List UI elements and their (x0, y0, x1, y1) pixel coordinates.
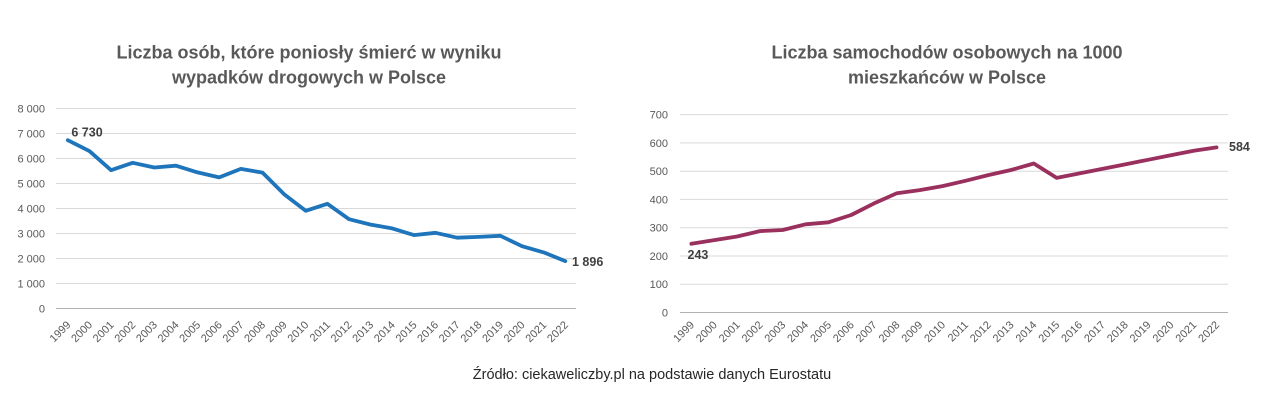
svg-text:584: 584 (1229, 140, 1250, 154)
svg-text:300: 300 (650, 223, 668, 235)
svg-text:Liczba osób, które poniosły śm: Liczba osób, które poniosły śmierć w wyn… (116, 43, 501, 63)
svg-text:8 000: 8 000 (17, 103, 45, 115)
svg-text:600: 600 (650, 138, 668, 150)
svg-text:700: 700 (650, 110, 668, 122)
svg-text:0: 0 (662, 307, 668, 319)
svg-text:3 000: 3 000 (17, 228, 45, 240)
svg-text:7 000: 7 000 (17, 128, 45, 140)
svg-text:100: 100 (650, 279, 668, 291)
svg-text:243: 243 (688, 248, 709, 262)
svg-text:Liczba samochodów osobowych na: Liczba samochodów osobowych na 1000 (771, 43, 1122, 63)
svg-text:1 896: 1 896 (572, 255, 603, 269)
svg-text:Źródło: ciekaweliczby.pl na po: Źródło: ciekaweliczby.pl na podstawie da… (473, 366, 831, 383)
svg-text:6 000: 6 000 (17, 153, 45, 165)
svg-text:mieszkańców w Polsce: mieszkańców w Polsce (848, 67, 1046, 87)
svg-text:0: 0 (39, 303, 45, 315)
svg-text:2 000: 2 000 (17, 253, 45, 265)
svg-text:200: 200 (650, 251, 668, 263)
svg-text:500: 500 (650, 166, 668, 178)
svg-text:wypadków drogowych w Polsce: wypadków drogowych w Polsce (171, 67, 446, 87)
svg-text:1 000: 1 000 (17, 278, 45, 290)
svg-text:4 000: 4 000 (17, 203, 45, 215)
svg-text:6 730: 6 730 (71, 126, 102, 140)
svg-text:5 000: 5 000 (17, 178, 45, 190)
svg-text:400: 400 (650, 194, 668, 206)
